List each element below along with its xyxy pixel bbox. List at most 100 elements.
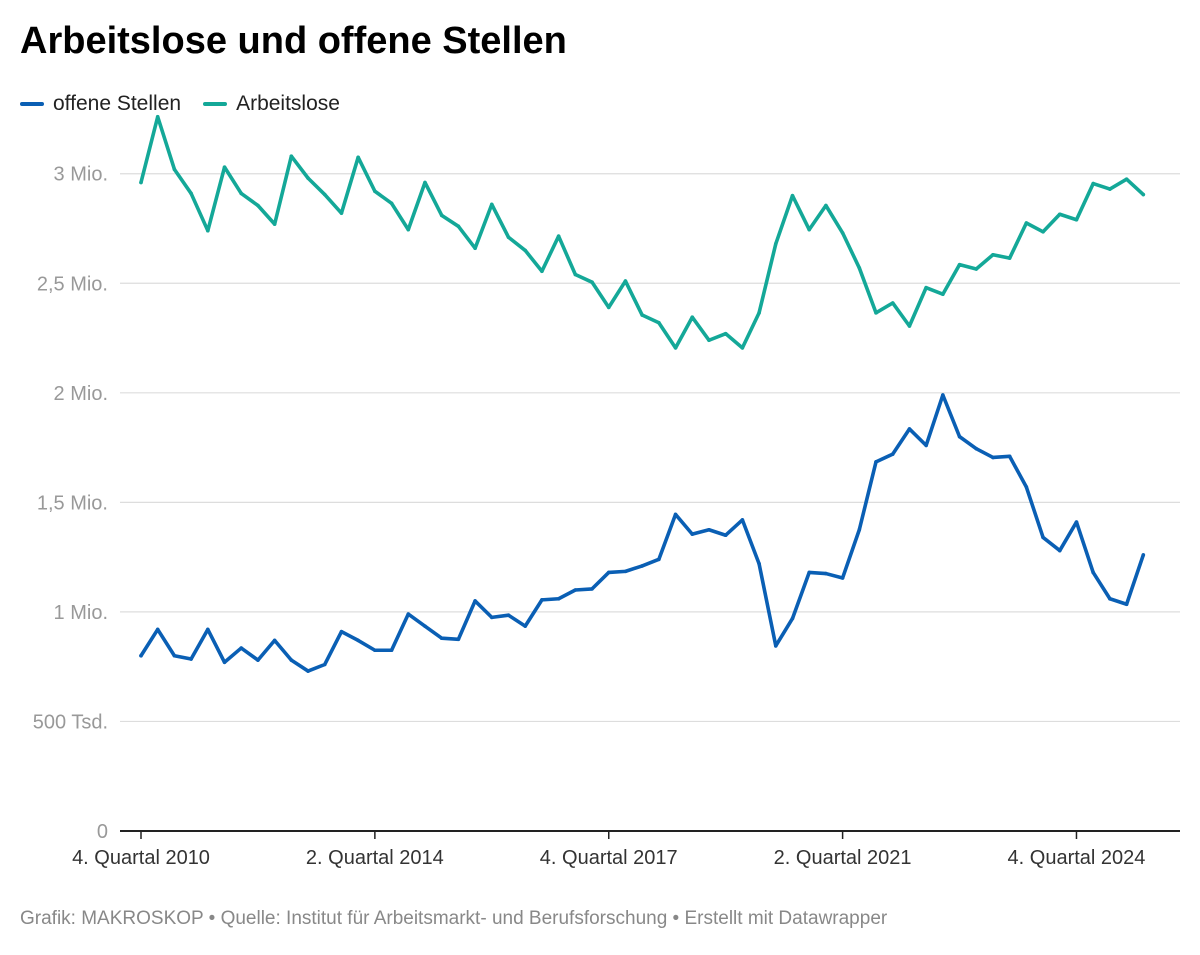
y-tick-label: 3 Mio. — [54, 164, 108, 186]
data-point-offene-stellen — [139, 653, 143, 658]
data-point-arbeitslose — [206, 228, 210, 233]
data-point-arbeitslose — [874, 311, 878, 315]
data-point-offene-stellen — [239, 646, 244, 650]
data-point-offene-stellen — [974, 446, 979, 451]
data-point-arbeitslose — [957, 262, 962, 267]
y-axis-ticks: 0 500 Tsd. 1 Mio. 1,5 Mio. 2 Mio. 2,5 Mio. 3 M… — [33, 164, 108, 843]
data-point-arbeitslose — [890, 301, 895, 305]
data-point-offene-stellen — [890, 452, 895, 456]
data-point-offene-stellen — [189, 657, 193, 661]
data-point-offene-stellen — [490, 615, 494, 620]
chart-title: Arbeitslose und offene Stellen — [20, 20, 567, 62]
data-point-offene-stellen — [757, 561, 761, 566]
series-points-arbeitslose — [139, 114, 1146, 350]
data-point-arbeitslose — [389, 201, 394, 206]
data-point-offene-stellen — [740, 518, 745, 522]
data-point-offene-stellen — [640, 564, 644, 568]
x-tick-label: 2. Quartal 2021 — [774, 847, 912, 869]
data-point-arbeitslose — [924, 285, 928, 290]
data-point-arbeitslose — [1007, 256, 1012, 260]
x-tick-label: 4. Quartal 2010 — [72, 847, 210, 869]
data-point-offene-stellen — [957, 434, 962, 439]
data-point-arbeitslose — [289, 154, 294, 158]
legend-swatch-offene-stellen — [20, 102, 44, 106]
data-point-arbeitslose — [707, 338, 711, 343]
data-point-arbeitslose — [1057, 212, 1062, 217]
data-point-arbeitslose — [222, 165, 227, 169]
grid-lines — [120, 173, 1180, 832]
x-axis-ticks: 4. Quartal 2010 2. Quartal 2014 4. Quartal… — [72, 831, 1145, 869]
data-point-arbeitslose — [556, 234, 561, 238]
x-tick-label: 2. Quartal 2014 — [306, 847, 444, 869]
data-point-arbeitslose — [757, 311, 761, 315]
data-point-arbeitslose — [573, 272, 578, 277]
data-point-arbeitslose — [991, 252, 995, 257]
data-point-arbeitslose — [673, 346, 678, 350]
data-point-arbeitslose — [139, 180, 143, 185]
data-point-offene-stellen — [1007, 454, 1012, 459]
data-point-offene-stellen — [256, 658, 260, 662]
data-point-offene-stellen — [907, 427, 912, 431]
data-point-arbeitslose — [640, 313, 644, 317]
data-point-arbeitslose — [473, 246, 477, 251]
data-point-offene-stellen — [773, 644, 778, 648]
x-tick-label: 4. Quartal 2024 — [1008, 847, 1146, 869]
data-point-arbeitslose — [155, 114, 160, 119]
data-point-offene-stellen — [690, 532, 695, 536]
data-point-arbeitslose — [1041, 229, 1045, 234]
data-point-offene-stellen — [306, 669, 310, 673]
data-point-arbeitslose — [189, 191, 193, 196]
data-point-arbeitslose — [423, 180, 427, 185]
data-point-arbeitslose — [907, 324, 912, 328]
data-point-arbeitslose — [306, 176, 310, 180]
data-point-offene-stellen — [1074, 520, 1079, 524]
data-point-offene-stellen — [1124, 602, 1129, 607]
series-line-offene-stellen — [139, 393, 1146, 673]
data-point-offene-stellen — [439, 636, 444, 640]
data-point-offene-stellen — [556, 596, 561, 601]
data-point-offene-stellen — [289, 658, 294, 662]
data-point-offene-stellen — [406, 612, 411, 616]
data-point-arbeitslose — [540, 269, 544, 274]
data-point-arbeitslose — [356, 155, 360, 160]
data-point-offene-stellen — [473, 599, 477, 603]
data-point-arbeitslose — [256, 203, 260, 208]
data-point-offene-stellen — [155, 627, 160, 632]
y-tick-label: 2 Mio. — [54, 383, 108, 405]
data-point-offene-stellen — [373, 648, 377, 653]
data-point-offene-stellen — [1108, 596, 1112, 601]
data-point-offene-stellen — [506, 613, 511, 617]
data-point-offene-stellen — [673, 512, 678, 517]
data-point-offene-stellen — [924, 443, 928, 448]
y-tick-label: 2,5 Mio. — [37, 273, 108, 295]
data-point-offene-stellen — [356, 638, 360, 643]
data-point-arbeitslose — [339, 211, 344, 215]
x-tick-label: 4. Quartal 2017 — [540, 847, 678, 869]
data-point-arbeitslose — [723, 331, 728, 336]
data-point-offene-stellen — [857, 527, 862, 532]
data-point-arbeitslose — [790, 193, 795, 198]
data-point-offene-stellen — [172, 653, 177, 658]
legend: offene Stellen Arbeitslose — [20, 92, 362, 116]
series-line-arbeitslose — [139, 114, 1146, 350]
data-point-arbeitslose — [740, 346, 745, 350]
data-point-arbeitslose — [1091, 181, 1095, 186]
legend-label-offene-stellen: offene Stellen — [53, 92, 182, 115]
data-point-arbeitslose — [1024, 221, 1029, 225]
data-point-offene-stellen — [389, 648, 394, 653]
data-point-offene-stellen — [790, 616, 795, 621]
data-point-offene-stellen — [1091, 570, 1095, 575]
legend-label-arbeitslose: Arbeitslose — [236, 92, 340, 115]
data-point-offene-stellen — [723, 533, 728, 538]
data-point-arbeitslose — [807, 227, 811, 232]
data-point-offene-stellen — [523, 624, 528, 628]
data-point-offene-stellen — [222, 660, 227, 665]
data-point-arbeitslose — [373, 189, 377, 194]
series-points-offene-stellen — [139, 393, 1146, 673]
data-point-offene-stellen — [824, 571, 828, 576]
data-point-arbeitslose — [523, 248, 528, 253]
y-tick-label: 500 Tsd. — [33, 711, 108, 733]
data-point-offene-stellen — [1141, 553, 1146, 557]
data-point-arbeitslose — [690, 315, 695, 320]
